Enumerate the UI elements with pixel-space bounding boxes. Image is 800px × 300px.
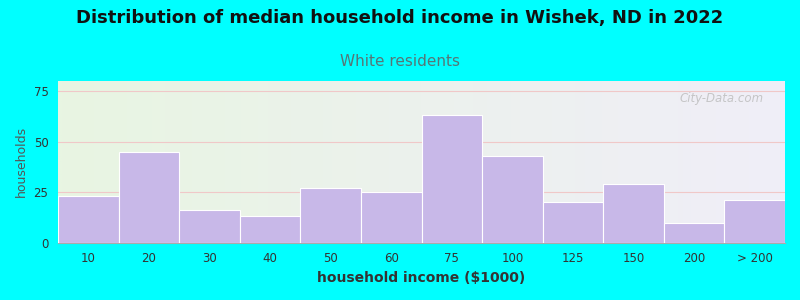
Bar xyxy=(422,116,482,243)
Text: City-Data.com: City-Data.com xyxy=(679,92,763,105)
Bar xyxy=(118,152,179,243)
Bar xyxy=(482,156,542,243)
Bar xyxy=(179,210,240,243)
X-axis label: household income ($1000): household income ($1000) xyxy=(318,271,526,285)
Bar xyxy=(301,188,361,243)
Bar xyxy=(664,223,725,243)
Bar xyxy=(542,202,603,243)
Bar xyxy=(240,216,301,243)
Text: White residents: White residents xyxy=(340,54,460,69)
Bar xyxy=(603,184,664,243)
Bar xyxy=(725,200,785,243)
Bar xyxy=(361,192,422,243)
Text: Distribution of median household income in Wishek, ND in 2022: Distribution of median household income … xyxy=(76,9,724,27)
Y-axis label: households: households xyxy=(15,126,28,197)
Bar xyxy=(58,196,118,243)
